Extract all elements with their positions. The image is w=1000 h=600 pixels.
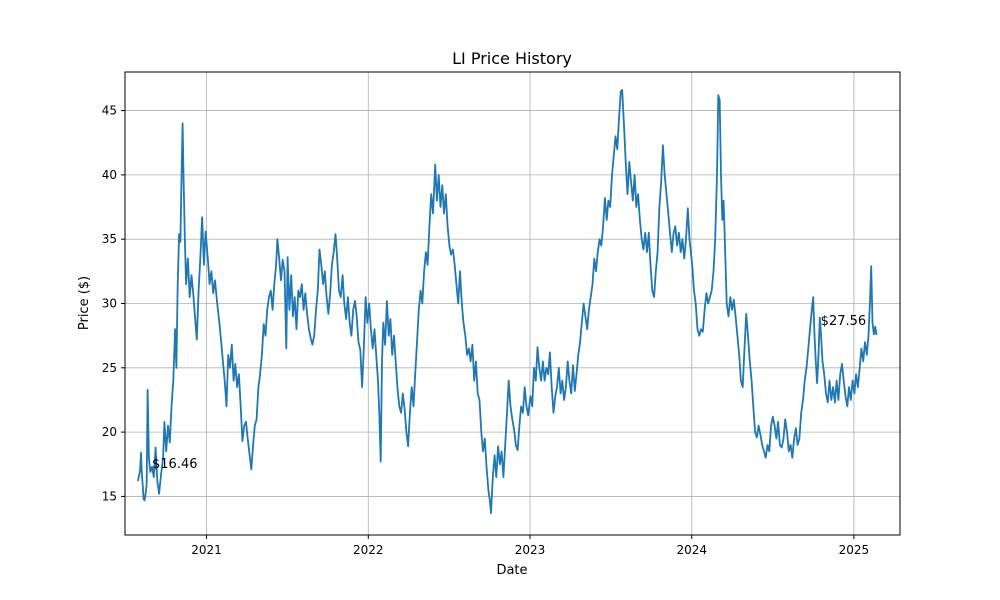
y-tick-label: 45 [102, 104, 117, 118]
price-line [137, 89, 878, 514]
x-tick-label: 2025 [839, 543, 870, 557]
y-tick-label: 35 [102, 232, 117, 246]
y-tick-label: 25 [102, 361, 117, 375]
price-annotation: $16.46 [152, 457, 198, 472]
y-axis-label: Price ($) [77, 276, 92, 330]
x-tick-label: 2023 [515, 543, 546, 557]
x-axis: 2021 2022 2023 2024 2025 [191, 535, 869, 557]
chart-title: LI Price History [452, 49, 572, 68]
y-axis: 15 20 25 30 35 40 45 [102, 104, 125, 503]
y-tick-label: 20 [102, 425, 117, 439]
price-annotation: $27.56 [821, 314, 867, 329]
x-tick-label: 2022 [353, 543, 384, 557]
y-tick-label: 40 [102, 168, 117, 182]
y-tick-label: 30 [102, 297, 117, 311]
annotations: $16.46 $27.56 [152, 314, 866, 472]
x-tick-label: 2024 [676, 543, 707, 557]
price-series [137, 89, 878, 514]
x-tick-label: 2021 [191, 543, 222, 557]
y-tick-label: 15 [102, 489, 117, 503]
x-axis-label: Date [496, 563, 527, 578]
